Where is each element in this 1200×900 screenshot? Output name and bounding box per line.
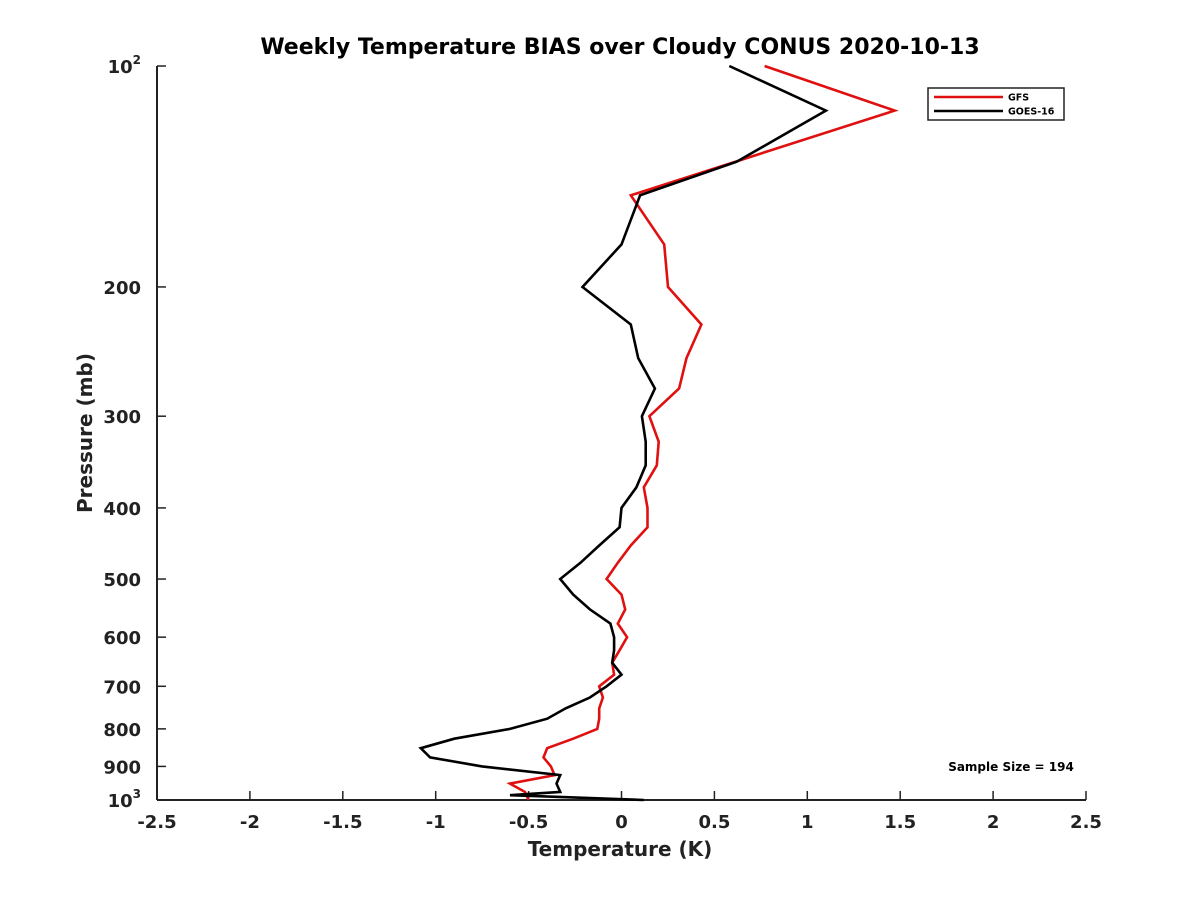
x-tick-label: 0.5 — [698, 812, 730, 833]
legend-box — [927, 87, 1065, 121]
x-tick-label: 1 — [801, 812, 814, 833]
legend-label: GFS — [1008, 93, 1029, 104]
x-tick-label: -1.5 — [323, 812, 362, 833]
x-tick-label: 2 — [987, 812, 1000, 833]
y-tick-label-power: 103 — [108, 787, 141, 812]
y-tick-base: 10 — [108, 57, 133, 78]
y-tick-label: 500 — [103, 570, 141, 591]
y-tick-label: 200 — [103, 278, 141, 299]
series-line-goes-16 — [418, 64, 829, 802]
y-tick-label-power: 102 — [108, 53, 141, 78]
x-tick-label: -2 — [240, 812, 260, 833]
x-axis-ticks: -2.5 -2 -1.5 -1 -0.5 0 0.5 1 1.5 2 2.5 — [137, 791, 1102, 833]
y-tick-exponent: 2 — [133, 53, 141, 67]
sample-size-annotation: Sample Size = 194 — [948, 760, 1074, 774]
y-tick-label: 800 — [103, 720, 141, 741]
x-axis-label: Temperature (K) — [528, 837, 713, 861]
y-tick-label: 900 — [103, 757, 141, 778]
plot-area — [156, 66, 1086, 801]
x-tick-label: 1.5 — [884, 812, 916, 833]
x-tick-label: -2.5 — [137, 812, 176, 833]
y-axis-label: Pressure (mb) — [73, 353, 97, 513]
x-tick-label: -1 — [426, 812, 446, 833]
x-tick-label: 0 — [615, 812, 628, 833]
y-tick-label: 600 — [103, 628, 141, 649]
y-tick-exponent: 3 — [133, 787, 141, 801]
series-layer — [418, 64, 899, 802]
legend: GFS GOES-16 — [927, 87, 1065, 121]
series-line-gfs — [506, 64, 899, 801]
x-tick-label: 2.5 — [1070, 812, 1102, 833]
chart-title: Weekly Temperature BIAS over Cloudy CONU… — [260, 35, 979, 60]
y-tick-label: 700 — [103, 677, 141, 698]
y-tick-label: 400 — [103, 499, 141, 520]
y-tick-label: 300 — [103, 407, 141, 428]
y-tick-base: 10 — [108, 791, 133, 812]
x-tick-label: -0.5 — [509, 812, 548, 833]
legend-label: GOES-16 — [1008, 107, 1055, 118]
